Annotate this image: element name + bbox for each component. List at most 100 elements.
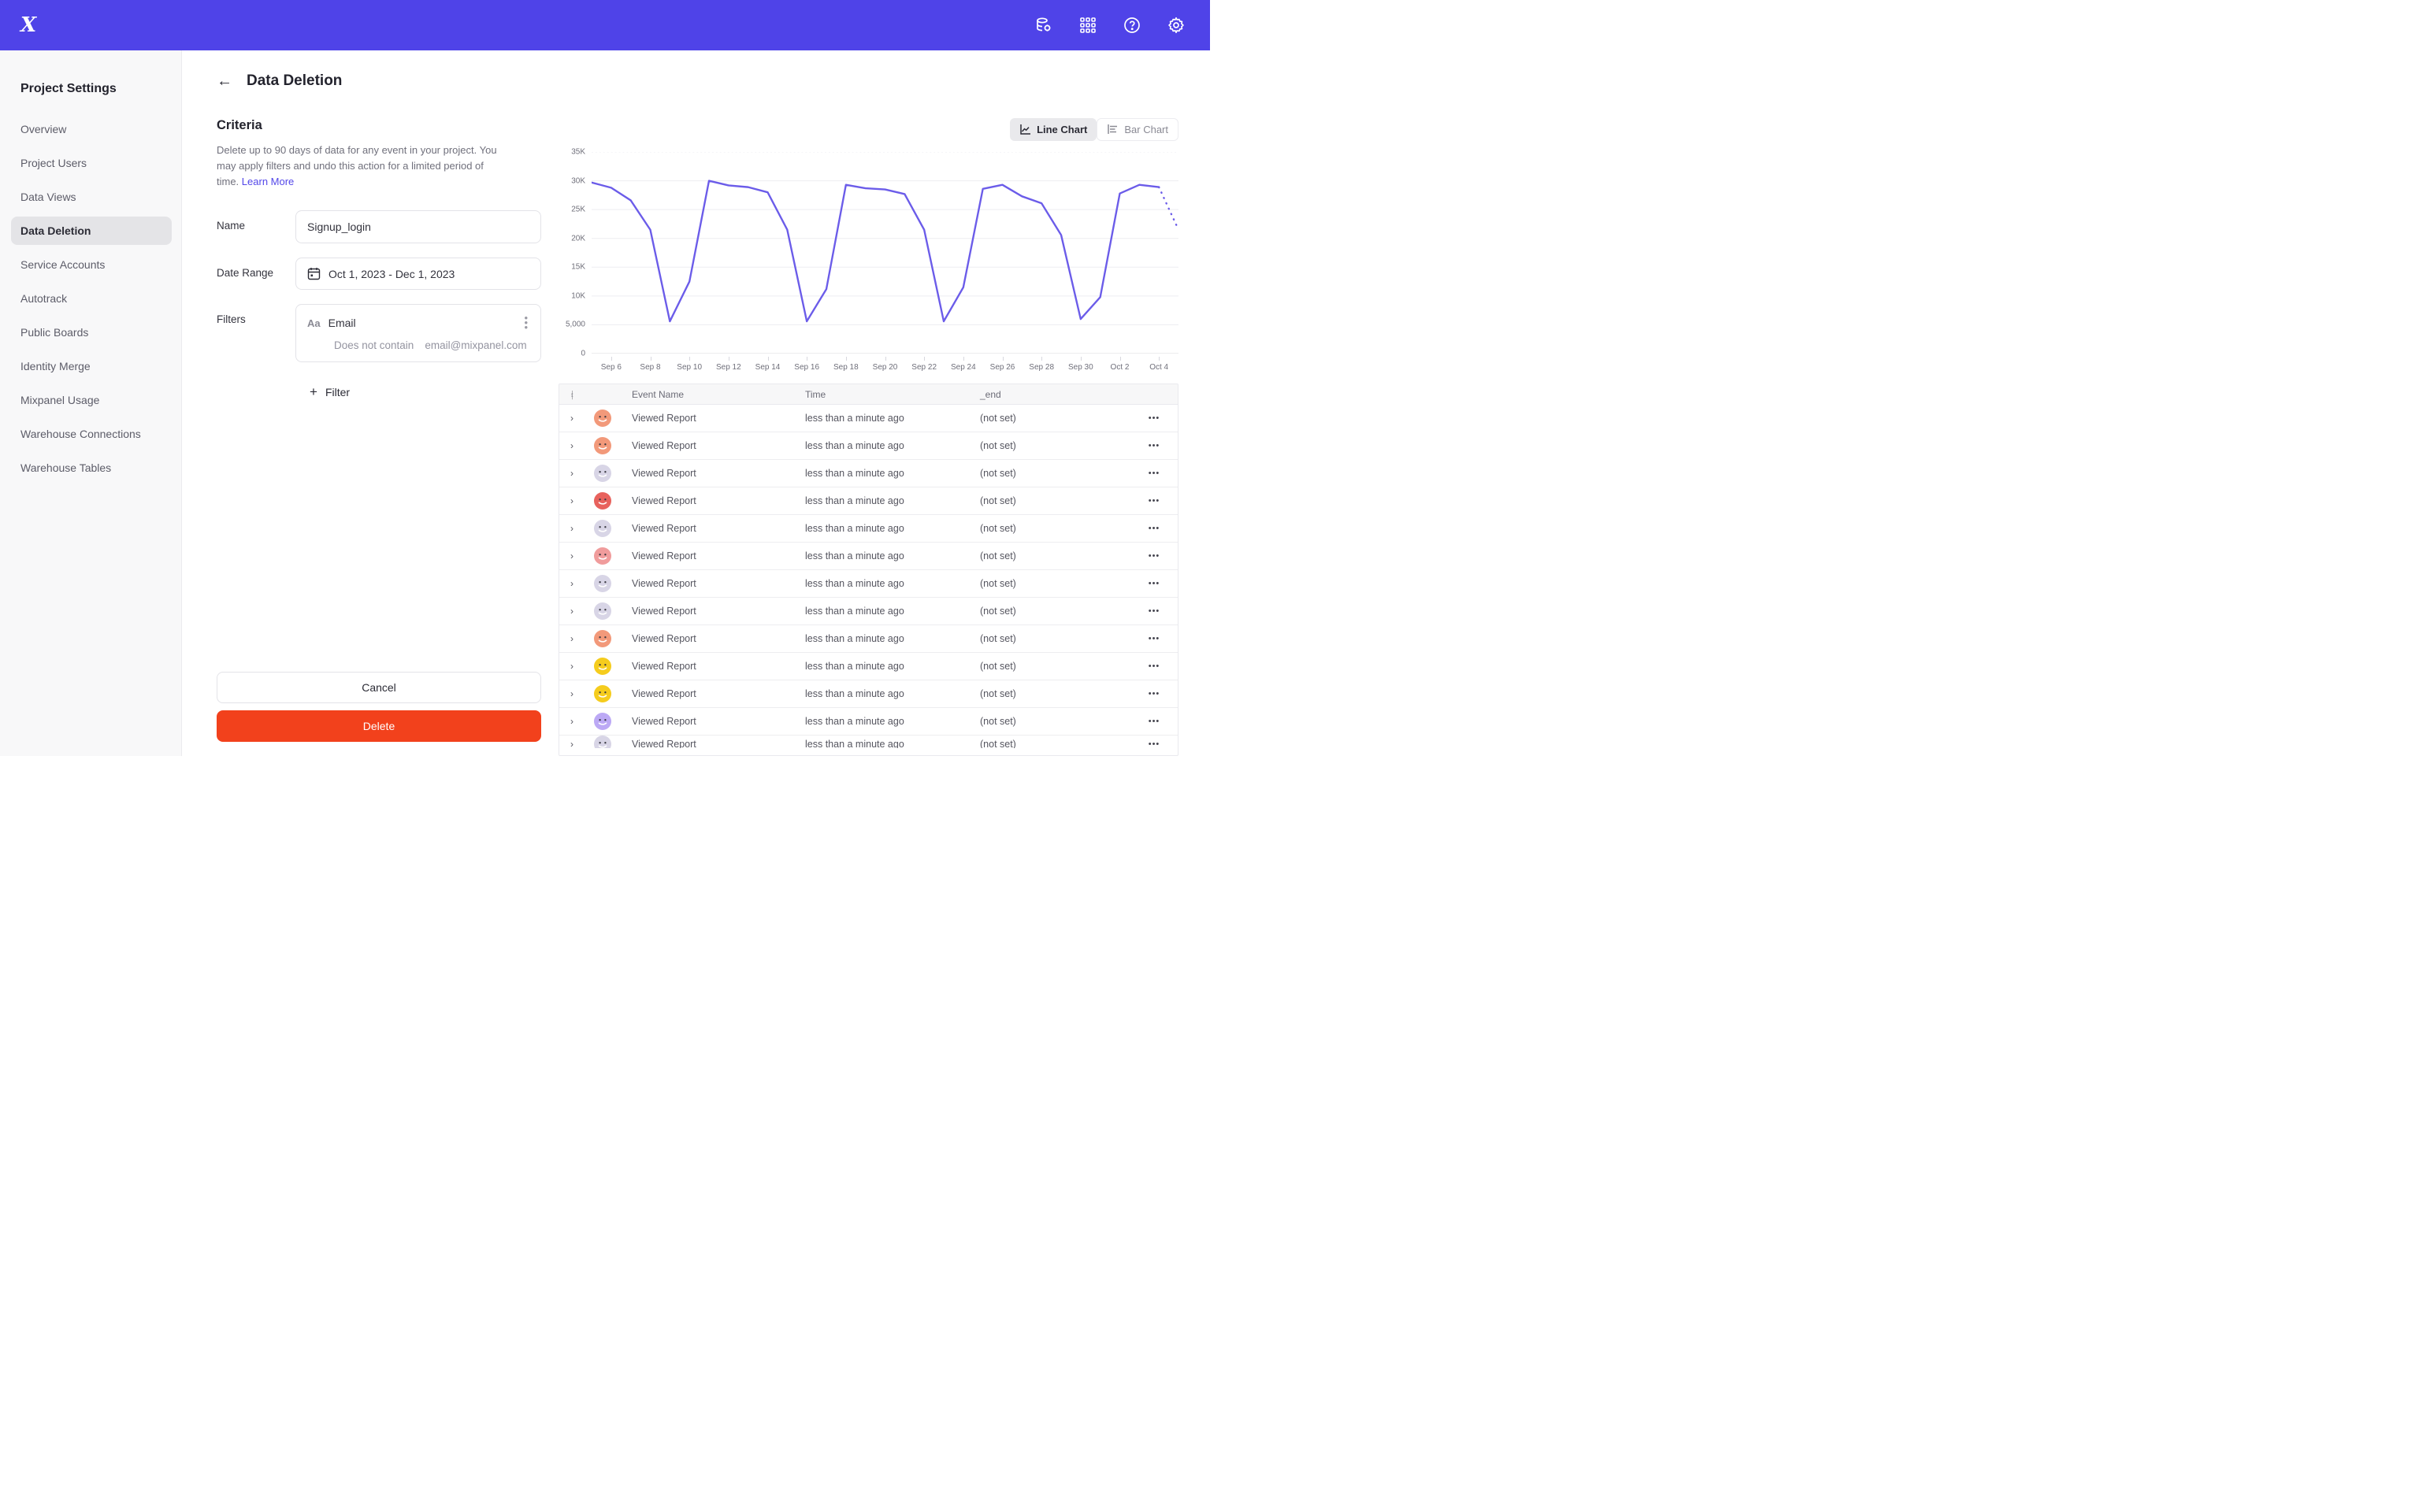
expand-row-chevron-icon[interactable]: ›: [570, 716, 573, 727]
user-avatar: [594, 520, 611, 537]
data-management-icon[interactable]: [1034, 15, 1054, 35]
event-name-cell: Viewed Report: [632, 661, 696, 672]
line-chart-toggle-button[interactable]: Line Chart: [1010, 118, 1097, 141]
row-menu-icon[interactable]: •••: [1148, 579, 1160, 588]
end-cell: (not set): [980, 633, 1016, 644]
mixpanel-logo[interactable]: X: [20, 13, 37, 37]
sidebar-item-project-users[interactable]: Project Users: [20, 157, 87, 169]
row-menu-icon[interactable]: •••: [1148, 717, 1160, 726]
time-cell: less than a minute ago: [805, 688, 904, 699]
sidebar-item-warehouse-connections[interactable]: Warehouse Connections: [20, 428, 141, 440]
column-header-end[interactable]: _end: [980, 388, 1001, 400]
sidebar-item-data-views[interactable]: Data Views: [20, 191, 76, 203]
expand-row-chevron-icon[interactable]: ›: [570, 495, 573, 506]
end-cell: (not set): [980, 661, 1016, 672]
sidebar-item-overview[interactable]: Overview: [20, 123, 67, 135]
sidebar-item-warehouse-tables[interactable]: Warehouse Tables: [20, 461, 112, 474]
row-menu-icon[interactable]: •••: [1148, 496, 1160, 506]
criteria-heading: Criteria: [217, 118, 262, 132]
filter-kebab-menu-icon[interactable]: • • •: [524, 312, 528, 334]
row-menu-icon[interactable]: •••: [1148, 413, 1160, 423]
event-name-cell: Viewed Report: [632, 688, 696, 699]
time-cell: less than a minute ago: [805, 495, 904, 506]
expand-row-chevron-icon[interactable]: ›: [570, 688, 573, 699]
x-axis-tick: [845, 357, 847, 361]
expand-row-chevron-icon[interactable]: ›: [570, 523, 573, 534]
filters-field-row: Filters Aa Email • • • Does not contain em…: [217, 304, 541, 362]
settings-gear-icon[interactable]: [1166, 15, 1186, 35]
help-icon[interactable]: [1122, 15, 1142, 35]
sidebar-item-mixpanel-usage[interactable]: Mixpanel Usage: [20, 394, 100, 406]
sidebar-item-service-accounts[interactable]: Service Accounts: [20, 258, 106, 271]
expand-row-chevron-icon[interactable]: ›: [570, 606, 573, 617]
expand-row-chevron-icon[interactable]: ›: [570, 633, 573, 644]
date-range-picker[interactable]: Oct 1, 2023 - Dec 1, 2023: [295, 258, 541, 291]
event-name-cell: Viewed Report: [632, 495, 696, 506]
filter-operator[interactable]: Does not contain: [334, 339, 414, 351]
expand-row-chevron-icon[interactable]: ›: [570, 550, 573, 561]
filter-value[interactable]: email@mixpanel.com: [425, 339, 527, 351]
table-row: › Viewed Report less than a minute ago (…: [559, 708, 1178, 736]
row-menu-icon[interactable]: •••: [1148, 606, 1160, 616]
end-cell: (not set): [980, 468, 1016, 479]
main-content: ← Data Deletion Criteria Delete up to 90…: [182, 50, 1210, 756]
column-header-event-name[interactable]: Event Name: [632, 388, 685, 400]
time-cell: less than a minute ago: [805, 440, 904, 451]
table-row: › Viewed Report less than a minute ago (…: [559, 570, 1178, 598]
x-axis-label: Sep 10: [677, 363, 703, 372]
user-avatar: [594, 602, 611, 620]
bar-chart-toggle-button[interactable]: Bar Chart: [1097, 118, 1178, 141]
learn-more-link[interactable]: Learn More: [241, 176, 295, 188]
end-cell: (not set): [980, 550, 1016, 561]
y-axis-label: 5,000: [565, 320, 585, 329]
x-axis-tick: [689, 357, 691, 361]
row-menu-icon[interactable]: •••: [1148, 469, 1160, 478]
row-menu-icon[interactable]: •••: [1148, 634, 1160, 643]
sidebar-item-data-deletion[interactable]: Data Deletion: [11, 217, 172, 245]
sidebar-item-public-boards[interactable]: Public Boards: [20, 326, 89, 339]
x-axis-tick: [963, 357, 964, 361]
user-avatar: [594, 575, 611, 592]
deletion-criteria-form: Criteria Delete up to 90 days of data fo…: [217, 118, 541, 756]
top-navigation-bar: X: [0, 0, 1210, 50]
page-header: ← Data Deletion: [217, 72, 1178, 90]
delete-button[interactable]: Delete: [217, 710, 541, 742]
preview-panel: Line Chart Bar Chart 0 5,: [541, 118, 1178, 756]
row-menu-icon[interactable]: •••: [1148, 739, 1160, 748]
collapse-rows-icon[interactable]: ↓ ↑: [570, 387, 574, 401]
expand-row-chevron-icon[interactable]: ›: [570, 413, 573, 424]
expand-row-chevron-icon[interactable]: ›: [570, 468, 573, 479]
events-table: ↓ ↑ Event Name Time _end › Viewed: [559, 384, 1178, 756]
event-name-cell: Viewed Report: [632, 440, 696, 451]
end-cell: (not set): [980, 523, 1016, 534]
expand-row-chevron-icon[interactable]: ›: [570, 578, 573, 589]
row-menu-icon[interactable]: •••: [1148, 441, 1160, 450]
y-axis-label: 20K: [571, 234, 585, 243]
back-arrow-button[interactable]: ←: [217, 72, 232, 90]
x-axis-label: Sep 14: [755, 363, 781, 372]
expand-row-chevron-icon[interactable]: ›: [570, 661, 573, 672]
row-menu-icon[interactable]: •••: [1148, 662, 1160, 671]
cancel-button[interactable]: Cancel: [217, 672, 541, 703]
row-menu-icon[interactable]: •••: [1148, 551, 1160, 561]
event-name-cell: Viewed Report: [632, 578, 696, 589]
x-axis-tick: [1119, 357, 1121, 361]
x-axis-label: Sep 16: [794, 363, 820, 372]
event-name-cell: Viewed Report: [632, 716, 696, 727]
apps-grid-icon[interactable]: [1078, 15, 1098, 35]
time-cell: less than a minute ago: [805, 739, 904, 748]
row-menu-icon[interactable]: •••: [1148, 689, 1160, 699]
filters-label: Filters: [217, 313, 246, 326]
expand-row-chevron-icon[interactable]: ›: [570, 739, 573, 748]
expand-row-chevron-icon[interactable]: ›: [570, 440, 573, 451]
name-input[interactable]: [296, 211, 540, 243]
sidebar-item-autotrack[interactable]: Autotrack: [20, 292, 68, 305]
time-cell: less than a minute ago: [805, 633, 904, 644]
x-axis-label: Sep 26: [989, 363, 1015, 372]
column-header-time[interactable]: Time: [805, 388, 826, 400]
x-axis-tick: [1159, 357, 1160, 361]
sidebar-item-identity-merge[interactable]: Identity Merge: [20, 360, 91, 372]
filter-property-name[interactable]: Email: [328, 317, 356, 330]
row-menu-icon[interactable]: •••: [1148, 524, 1160, 533]
add-filter-button[interactable]: + Filter: [310, 384, 541, 400]
